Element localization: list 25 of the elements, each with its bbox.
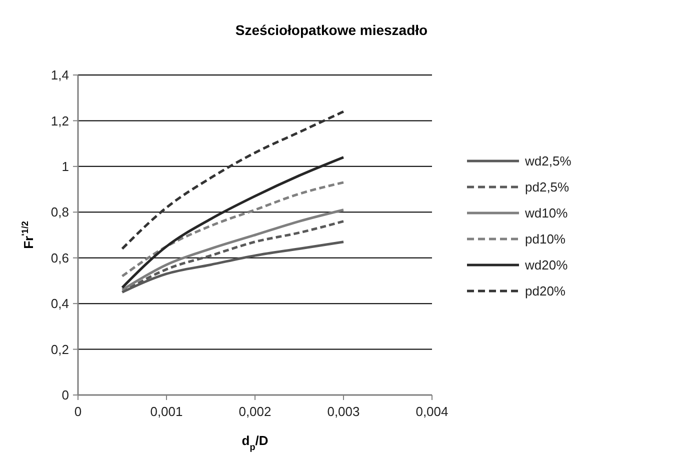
- y-tick-label: 0,6: [50, 250, 69, 266]
- y-tick-label: 1,2: [50, 113, 69, 128]
- legend-label: wd2,5%: [524, 154, 572, 169]
- x-tick-label: 0,003: [327, 404, 360, 419]
- x-tick-label: 0,001: [150, 404, 183, 419]
- chart-title: Sześciołopatkowe mieszadło: [235, 22, 428, 38]
- legend-label: pd2,5%: [525, 180, 570, 195]
- y-tick-label: 0,8: [50, 204, 69, 220]
- x-axis-title: d$_{p}$/D: [242, 433, 268, 452]
- legend-label: wd20%: [524, 258, 568, 273]
- y-tick-label: 0: [62, 388, 69, 403]
- x-tick-label: 0,002: [238, 404, 272, 419]
- line-series: [121, 156, 345, 289]
- x-tick-label: 0,004: [416, 404, 448, 419]
- line-series: [121, 110, 345, 250]
- legend-label: wd10%: [524, 206, 568, 221]
- y-tick-label: 1,4: [50, 68, 69, 83]
- legend-label: pd20%: [525, 284, 566, 299]
- legend-label: pd10%: [525, 232, 566, 247]
- line-series: [121, 181, 345, 278]
- line-series: [121, 208, 345, 292]
- y-tick-label: 1: [62, 158, 69, 174]
- y-tick-label: 0,4: [50, 296, 69, 312]
- x-tick-label: 0: [74, 404, 82, 419]
- y-tick-label: 0,2: [50, 342, 69, 357]
